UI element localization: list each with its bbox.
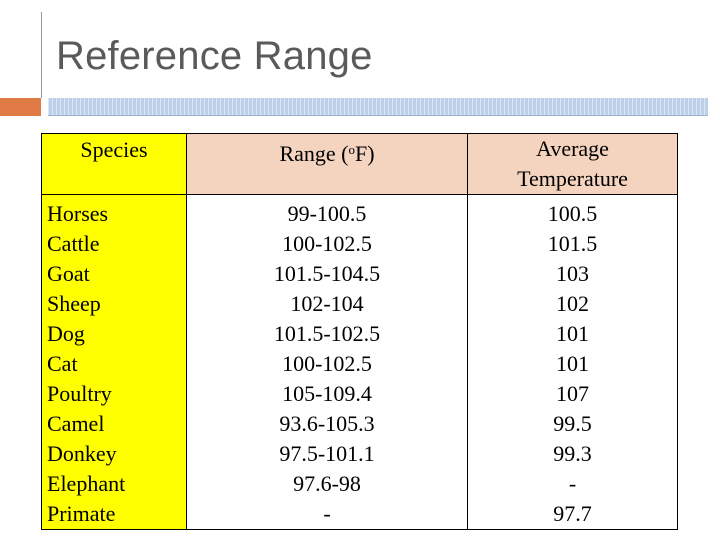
average-cell: 100.5 — [547, 201, 598, 226]
header-range-prefix: Range ( — [279, 141, 349, 166]
header-range-label: Range (oF) — [187, 134, 467, 169]
table-header-row: Species Range (oF) Average Temperature — [41, 133, 678, 195]
range-cell: 101.5-104.5 — [273, 261, 381, 286]
header-range-suffix: F) — [354, 141, 375, 166]
range-cell: 100-102.5 — [282, 351, 372, 376]
range-cell: 97.6-98 — [293, 471, 361, 496]
species-cell: Dog — [47, 321, 85, 346]
range-cell: 102-104 — [290, 291, 364, 316]
header-average-line2: Temperature — [517, 166, 628, 191]
range-cell: - — [323, 501, 331, 526]
range-column: 99-100.5 100-102.5 101.5-104.5 102-104 101.5… — [186, 194, 468, 530]
average-cell: 101 — [556, 321, 589, 346]
range-cell: 97.5-101.1 — [279, 441, 375, 466]
average-cell: 99.5 — [553, 411, 592, 436]
header-average-line1: Average — [536, 136, 609, 161]
title-divider-line — [41, 12, 42, 98]
accent-bar-orange — [0, 98, 41, 116]
average-cell: - — [568, 471, 577, 496]
species-cell: Camel — [47, 411, 105, 436]
average-cell: 97.7 — [553, 501, 592, 526]
average-cell: 102 — [556, 291, 589, 316]
species-cell: Primate — [47, 501, 116, 526]
average-column: 100.5 101.5 103 102 101 101 107 99.5 99.3 - 97.7 — [467, 194, 678, 530]
species-cell: Goat — [47, 261, 90, 286]
average-cell: 101 — [556, 351, 589, 376]
header-species-label: Species — [80, 137, 148, 162]
header-range: Range (oF) — [186, 133, 468, 195]
range-cell: 101.5-102.5 — [273, 321, 381, 346]
species-column: Horses Cattle Goat Sheep Dog Cat Poultry Camel D… — [41, 194, 187, 530]
degree-symbol: o — [348, 142, 355, 157]
slide-title: Reference Range — [56, 34, 373, 78]
table-body-row: Horses Cattle Goat Sheep Dog Cat Poultry Camel D… — [41, 194, 678, 530]
species-cell: Horses — [47, 201, 109, 226]
range-cell: 99-100.5 — [287, 201, 367, 226]
species-cell: Cattle — [47, 231, 100, 256]
species-cell: Cat — [47, 351, 78, 376]
species-cell: Elephant — [47, 471, 126, 496]
header-species: Species — [41, 133, 187, 195]
species-cell: Poultry — [47, 381, 112, 406]
range-cell: 100-102.5 — [282, 231, 372, 256]
average-cell: 99.3 — [553, 441, 592, 466]
species-cell: Sheep — [47, 291, 101, 316]
range-cell: 105-109.4 — [282, 381, 372, 406]
header-average-temperature: Average Temperature — [467, 133, 678, 195]
average-cell: 101.5 — [547, 231, 598, 256]
range-cell: 93.6-105.3 — [279, 411, 375, 436]
accent-bar-underline — [48, 115, 708, 116]
average-cell: 107 — [556, 381, 589, 406]
reference-range-table: Species Range (oF) Average Temperature H… — [41, 133, 678, 530]
species-cell: Donkey — [47, 441, 117, 466]
accent-bar-blue — [48, 98, 708, 116]
average-cell: 103 — [556, 261, 589, 286]
